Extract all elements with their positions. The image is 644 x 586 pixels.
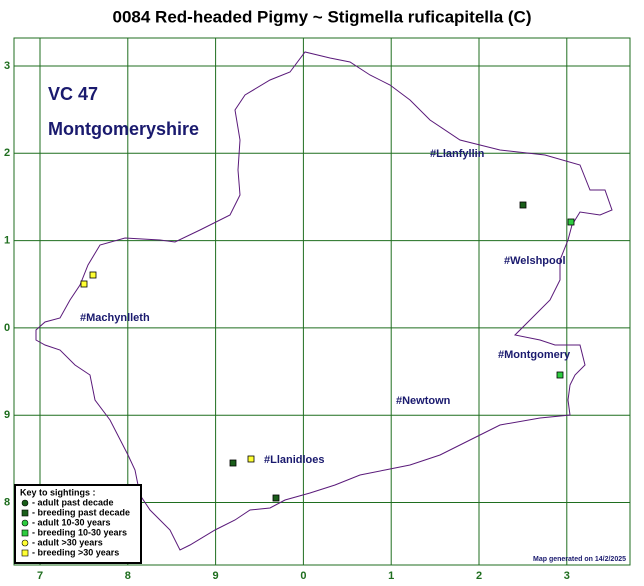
key-item: - breeding 10-30 years [32, 527, 127, 537]
grid-column-label: 8 [125, 570, 131, 582]
key-item: - adult >30 years [32, 537, 103, 547]
grid-row-label: 9 [4, 409, 10, 421]
grid-column-label: 9 [213, 570, 219, 582]
place-label: #Montgomery [498, 349, 571, 361]
area-name: Montgomeryshire [48, 119, 199, 139]
map-title: 0084 Red-headed Pigmy ~ Stigmella rufica… [113, 7, 532, 26]
grid-row-label: 8 [4, 496, 10, 508]
map-frame [13, 37, 631, 566]
key-symbol [21, 529, 29, 537]
key-symbol [21, 499, 29, 507]
sighting-marker [229, 459, 237, 467]
sighting-marker [89, 271, 97, 279]
key-item: - adult past decade [32, 497, 114, 507]
sighting-marker [567, 218, 575, 226]
grid-column-label: 3 [564, 570, 570, 582]
sighting-marker [247, 455, 255, 463]
grid-column-label: 7 [37, 570, 43, 582]
key-symbol [21, 539, 29, 547]
sighting-marker [272, 494, 280, 502]
sighting-marker [519, 201, 527, 209]
grid-column-label: 2 [476, 570, 482, 582]
key-item: - breeding >30 years [32, 547, 119, 557]
grid-row-label: 3 [4, 60, 10, 72]
place-label: #Llanidloes [264, 454, 325, 466]
grid-row-label: 1 [4, 235, 10, 247]
key-symbol [21, 519, 29, 527]
place-label: #Newtown [396, 395, 451, 407]
sighting-marker [80, 280, 88, 288]
grid-column-label: 1 [388, 570, 394, 582]
key-symbol [21, 549, 29, 557]
place-label: #Llanfyllin [430, 148, 485, 160]
place-label: #Welshpool [504, 255, 566, 267]
key-item: - adult 10-30 years [32, 517, 111, 527]
grid-row-label: 0 [4, 322, 10, 334]
place-label: #Machynlleth [80, 312, 150, 324]
grid-column-label: 0 [300, 570, 306, 582]
key-item: - breeding past decade [32, 507, 130, 517]
key-symbol [21, 509, 29, 517]
sighting-marker [556, 371, 564, 379]
key-title: Key to sightings : [20, 487, 96, 497]
footer: Map generated on 14/2/2025 [533, 556, 626, 563]
county-boundary [35, 51, 613, 551]
area-code: VC 47 [48, 84, 98, 104]
grid-row-label: 2 [4, 147, 10, 159]
key: Key to sightings : - adult past decade -… [14, 484, 142, 564]
key-box [14, 484, 142, 564]
